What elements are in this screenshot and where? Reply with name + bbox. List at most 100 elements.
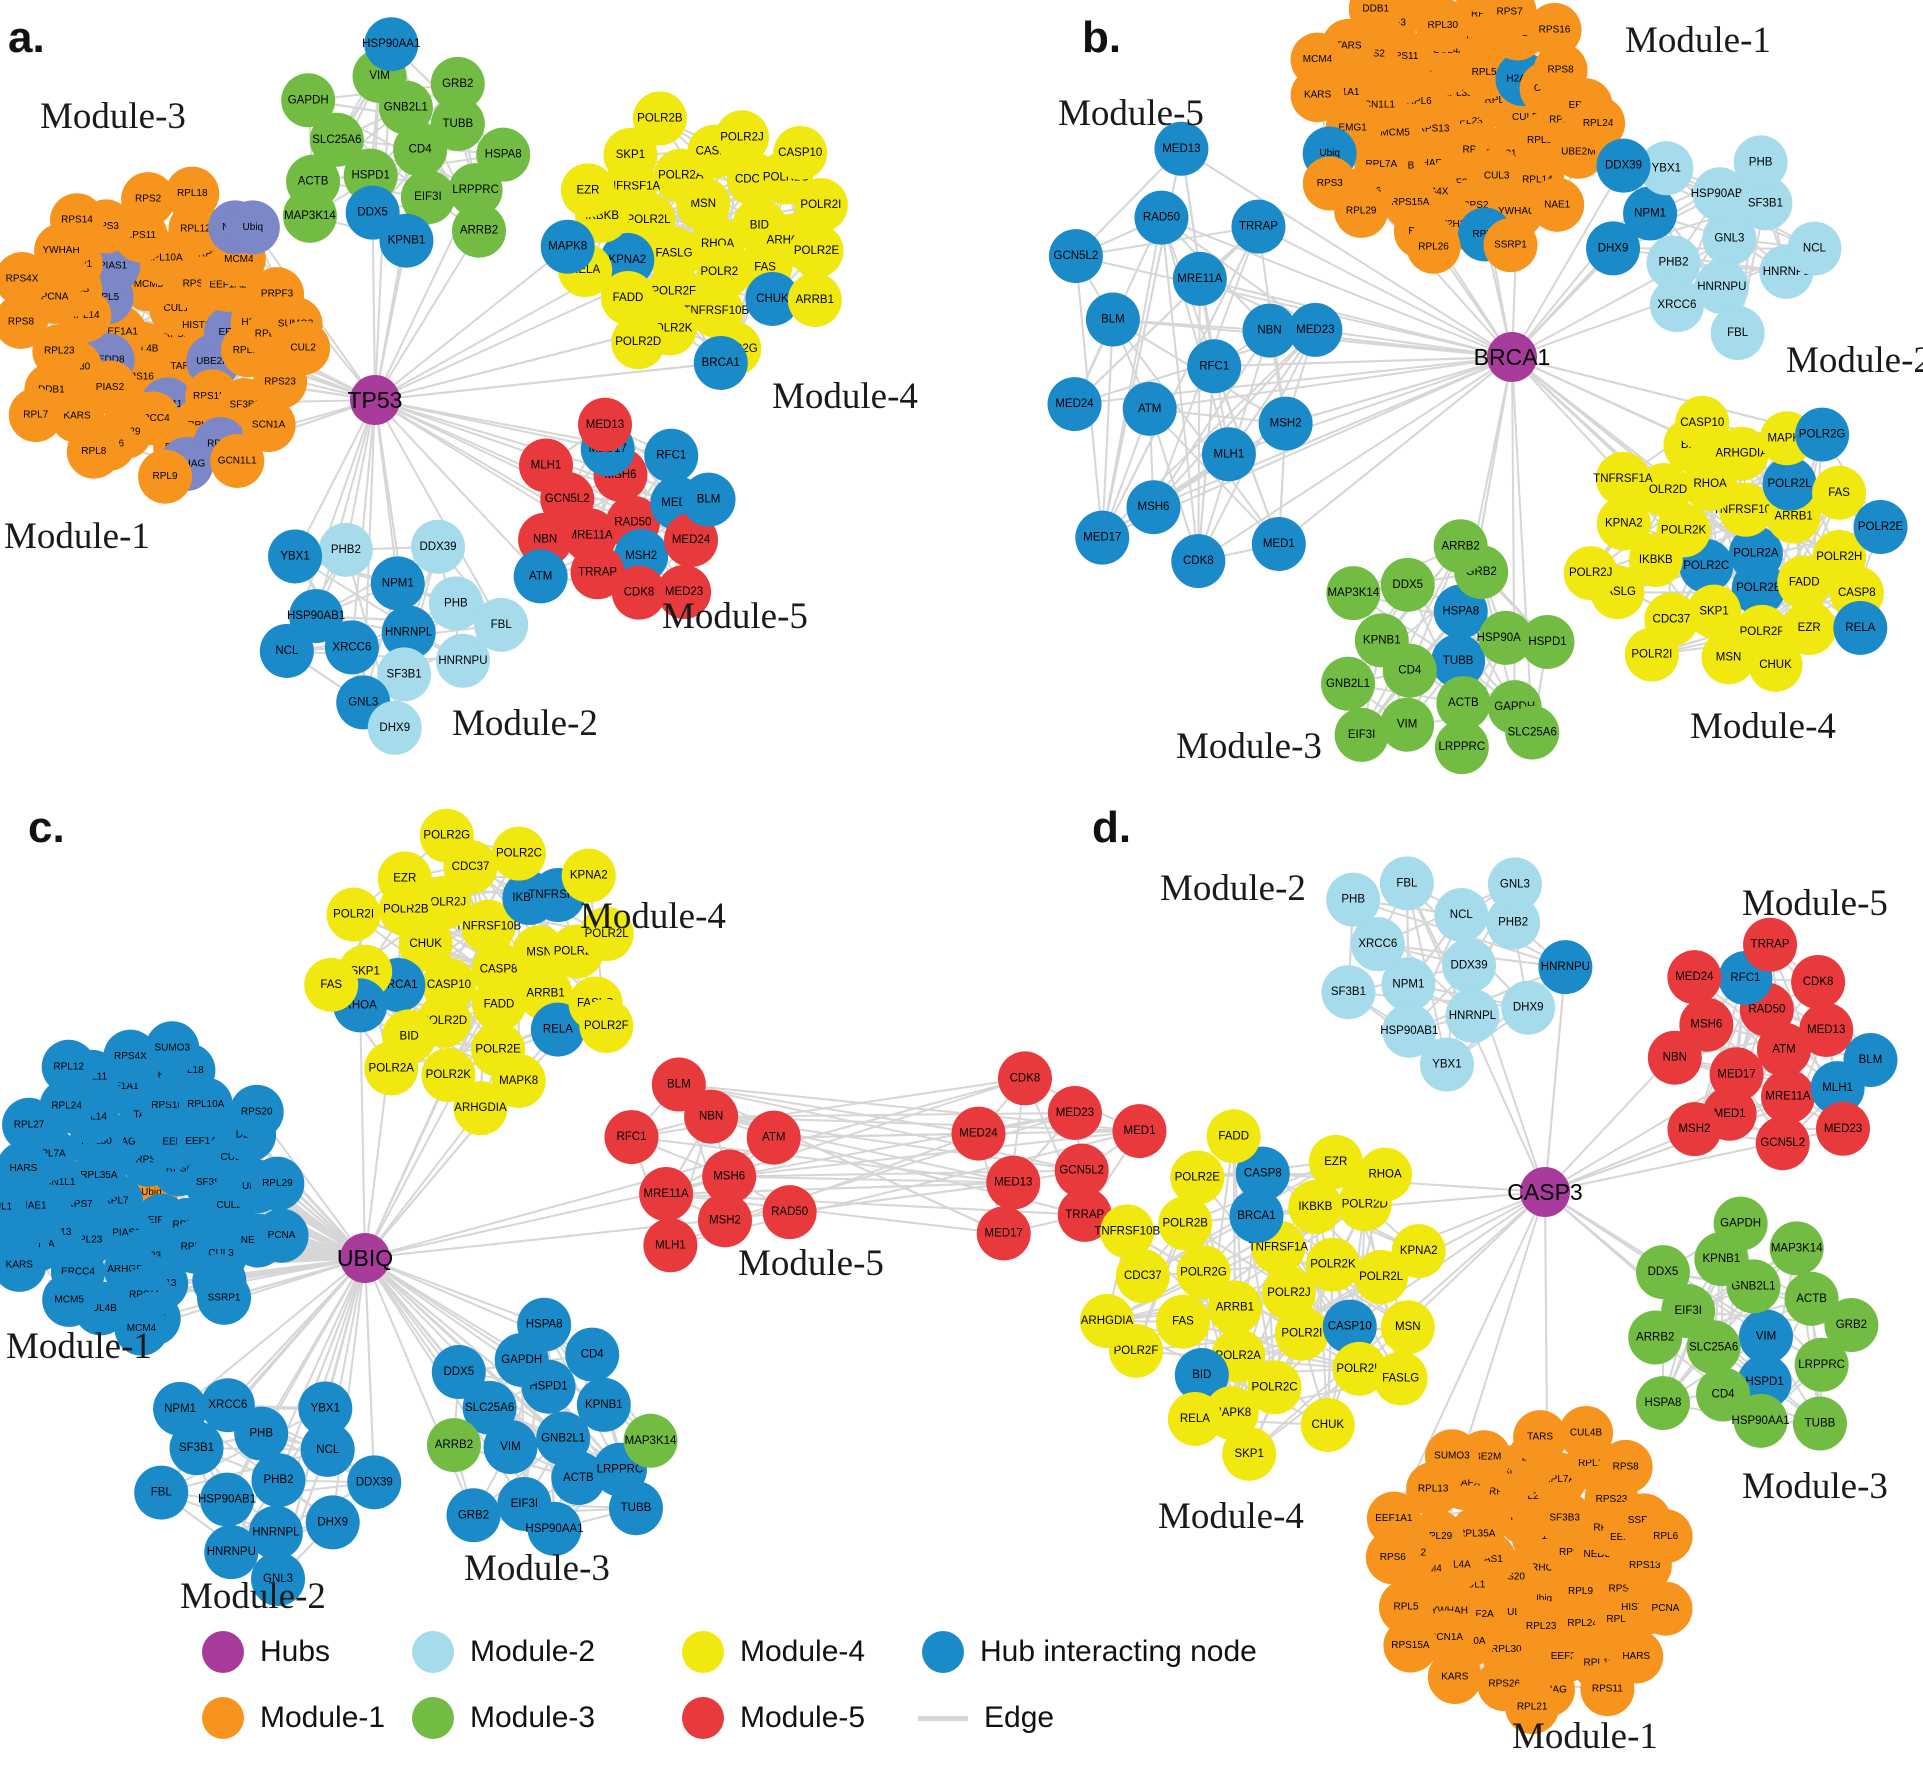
- node-CASP10: [773, 125, 828, 180]
- module-label-c-m3: Module-3: [464, 1548, 610, 1589]
- node-label: CUL2: [290, 343, 316, 354]
- node-label: TNFRSF1A: [1593, 473, 1653, 485]
- node-label: MSN: [526, 946, 552, 958]
- node-label: KPNB1: [388, 235, 426, 247]
- node-DHX9: [367, 700, 422, 755]
- node-label: RPS6: [1380, 1552, 1407, 1563]
- node-label: YWHAH: [42, 245, 79, 256]
- edge: [1161, 216, 1513, 358]
- node-SLC25A6: [309, 112, 364, 167]
- node-label: FAS: [320, 979, 342, 991]
- node-label: MSH6: [1690, 1019, 1722, 1031]
- node-MSN: [512, 925, 567, 980]
- node-EZR: [560, 163, 615, 218]
- edge: [1285, 356, 1513, 425]
- node-POLR2F: [579, 999, 634, 1054]
- node-label: SF3B3: [1549, 1513, 1580, 1524]
- node-MSN: [1380, 1300, 1435, 1355]
- node-label: PHB2: [1498, 917, 1528, 929]
- node-label: XRCC6: [208, 1399, 247, 1411]
- edge: [331, 1257, 366, 1523]
- node-RAD50: [1134, 190, 1189, 245]
- node-label: ATM: [762, 1132, 785, 1144]
- node-TNFRSF10B: [1100, 1204, 1155, 1259]
- node-label: XRCC6: [1358, 938, 1397, 950]
- node-label: BRCA1: [702, 357, 740, 369]
- node-label: MED24: [959, 1128, 998, 1140]
- node-label: MRE11A: [1765, 1091, 1810, 1103]
- node-label: SCN1A: [1430, 1632, 1464, 1643]
- node-label: POLR2A: [1216, 1350, 1262, 1362]
- node-MSH6: [1126, 480, 1181, 535]
- node-GCN5L2: [1054, 1143, 1109, 1198]
- module-label-d-m4: Module-4: [1158, 1496, 1304, 1537]
- node-label: RPS16: [151, 1100, 183, 1111]
- node-label: RPL7: [23, 410, 48, 421]
- node-label: MSN: [690, 198, 716, 210]
- node-SKP1: [603, 127, 658, 182]
- hub-label: CASP3: [1507, 1179, 1582, 1205]
- node-label: RPL5: [94, 292, 119, 303]
- node-label: MRE11A: [568, 529, 613, 541]
- node-label: SF3B1: [387, 668, 422, 680]
- node-POLR2E: [1170, 1150, 1225, 1205]
- edge: [260, 1257, 366, 1435]
- node-label: RPS16: [1539, 24, 1571, 35]
- node-label: GCN5L2: [545, 493, 590, 505]
- node-label: RPS8: [1548, 65, 1575, 76]
- node-label: TUBB: [1805, 1418, 1836, 1430]
- node-TARS: [1513, 1410, 1568, 1465]
- node-label: RPL9: [1568, 1586, 1593, 1597]
- node-label: RPL7A: [1543, 1474, 1575, 1485]
- node-label: NBN: [1257, 325, 1281, 337]
- node-label: CUL1: [163, 303, 189, 314]
- node-label: TUBB: [621, 1502, 652, 1514]
- edge: [374, 399, 503, 626]
- node-label: TNFRSF1A: [601, 181, 661, 193]
- node-label: CASP10: [427, 979, 471, 991]
- node-label: ACTB: [563, 1472, 594, 1484]
- node-label: POLR2K: [1310, 1259, 1356, 1271]
- panel-letter-a: a.: [8, 13, 45, 62]
- node-label: RPL23: [72, 1234, 103, 1245]
- node-label: POLR2K: [1661, 524, 1707, 536]
- node-NCL: [1787, 221, 1842, 276]
- node-label: POLR2E: [1858, 521, 1904, 533]
- node-label: MAPK8: [548, 241, 587, 253]
- node-label: MED1: [1124, 1125, 1156, 1137]
- node-label: GNB2L1: [541, 1432, 585, 1444]
- node-label: PIAS1: [1474, 1554, 1503, 1565]
- node-label: MRE11A: [644, 1188, 689, 1200]
- node-RPS7: [1482, 0, 1537, 39]
- node-label: RPL29: [1422, 1531, 1453, 1542]
- module-label-a-m4: Module-4: [772, 376, 918, 417]
- node-label: UBE2M: [1561, 146, 1595, 157]
- node-label: HSPD1: [1745, 1376, 1783, 1388]
- node-label: POLR2C: [496, 848, 542, 860]
- node-label: RPL23: [1452, 116, 1483, 127]
- node-label: EEF1A1: [1375, 1513, 1413, 1524]
- node-label: SF3B1: [1748, 197, 1783, 209]
- node-PHB: [428, 576, 483, 631]
- node-MED24: [1667, 950, 1722, 1005]
- node-label: FADD: [1218, 1130, 1249, 1142]
- node-label: GCN1L1: [36, 1177, 75, 1188]
- node-POLR2C: [491, 826, 546, 881]
- node-label: GNL3: [1500, 878, 1530, 890]
- node-MRE11A: [1172, 251, 1227, 306]
- node-label: RAD50: [1143, 212, 1180, 224]
- node-label: CD4: [581, 1349, 605, 1361]
- node-MED23: [1047, 1085, 1102, 1140]
- node-LRPPRC: [1794, 1337, 1849, 1392]
- node-GNL3: [1487, 857, 1542, 912]
- node-label: HSPD1: [529, 1381, 567, 1393]
- node-label: Ubiq: [1319, 148, 1340, 159]
- node-label: RPS7: [1559, 1547, 1586, 1558]
- node-label: FASLG: [655, 248, 692, 260]
- node-POLR2L: [1354, 1249, 1409, 1304]
- node-label: POLR2I: [1281, 1328, 1322, 1340]
- module-label-d-m3: Module-3: [1742, 1466, 1888, 1507]
- node-label: EZR: [1324, 1156, 1347, 1168]
- node-POLR2B: [632, 91, 687, 146]
- node-FADD: [471, 977, 526, 1032]
